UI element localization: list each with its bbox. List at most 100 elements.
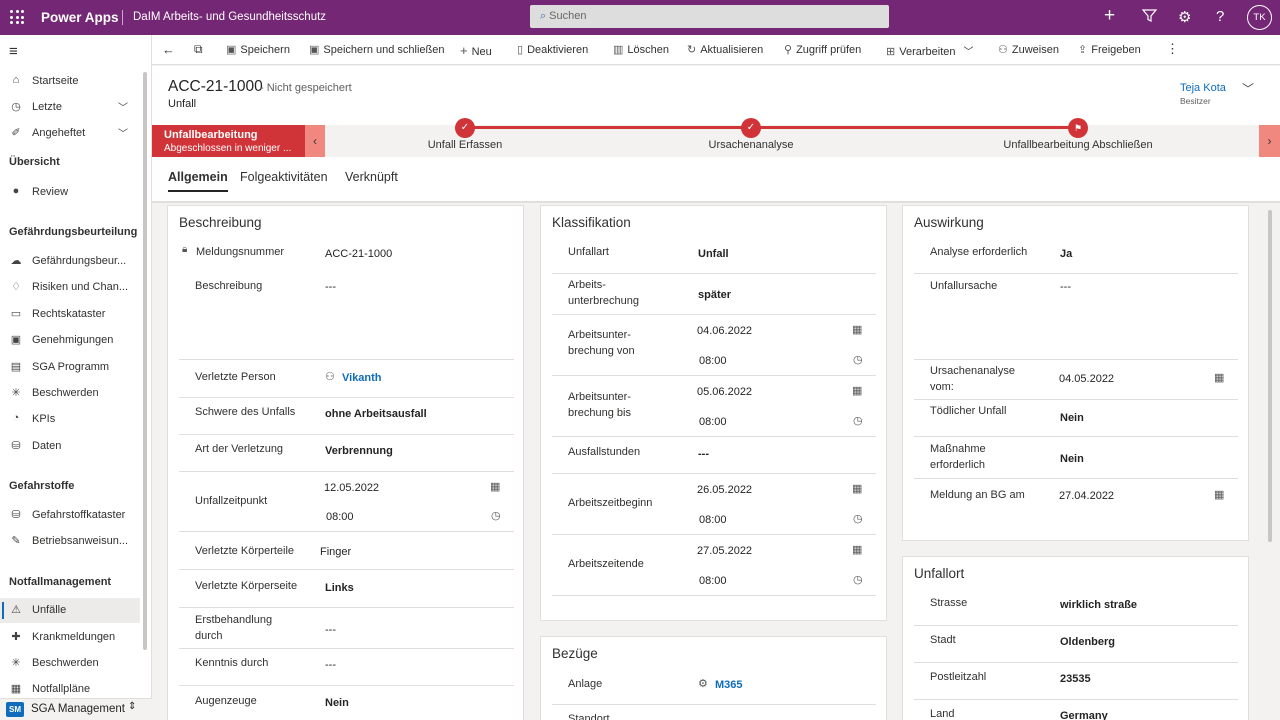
clock-icon[interactable]: ◷ (853, 415, 863, 427)
time-field[interactable]: 08:00 (326, 511, 354, 523)
user-avatar[interactable]: TK (1247, 5, 1272, 30)
sidebar-item-recent[interactable]: ◷ Letzte ﹀ (0, 95, 140, 120)
flag-icon[interactable]: ⚑ (1068, 118, 1088, 138)
sidebar-item-kpis[interactable]: ◔ KPIs (0, 407, 140, 432)
field-value[interactable]: Finger (320, 546, 352, 558)
date-field[interactable]: 27.05.2022 (697, 545, 753, 557)
calendar-icon[interactable]: ▦ (1214, 372, 1225, 384)
field-value[interactable]: später (698, 289, 732, 301)
app-name[interactable]: DaIM Arbeits- und Gesundheitsschutz (133, 11, 327, 23)
process-button[interactable]: ⊞ Verarbeiten ﹀ (886, 43, 973, 58)
tab-folgeaktivitaeten[interactable]: Folgeaktivitäten (240, 170, 328, 184)
field-value[interactable]: ohne Arbeitsausfall (325, 408, 427, 420)
time-field[interactable]: 08:00 (699, 355, 727, 367)
open-new-window-icon[interactable]: ⧉ (194, 42, 203, 56)
sidebar-item-genehmigungen[interactable]: ▣ Genehmigungen (0, 328, 140, 353)
more-icon[interactable]: ⋮ (1166, 41, 1179, 56)
lookup-link[interactable]: M365 (715, 679, 743, 691)
check-icon[interactable]: ✓ (455, 118, 475, 138)
clock-icon[interactable]: ◷ (853, 513, 863, 525)
date-field[interactable]: 04.06.2022 (697, 325, 753, 337)
chevron-right-icon[interactable]: › (1259, 125, 1280, 157)
sidebar-item-sga-programm[interactable]: ▤ SGA Programm (0, 355, 140, 380)
tab-allgemein[interactable]: Allgemein (168, 170, 228, 192)
tab-verknuepft[interactable]: Verknüpft (345, 170, 398, 184)
sidebar-item-betriebsanweisungen[interactable]: ✎ Betriebsanweisun... (0, 529, 140, 554)
delete-button[interactable]: ▥ Löschen (613, 43, 669, 56)
field-value[interactable]: Nein (1060, 412, 1084, 424)
stage-label[interactable]: Unfall Erfassen (427, 139, 503, 151)
sidebar-item-krankmeldungen[interactable]: ✚ Krankmeldungen (0, 625, 140, 650)
share-button[interactable]: ⇪ Freigeben (1078, 43, 1141, 56)
chevron-down-icon[interactable]: ﹀ (118, 129, 128, 140)
date-field[interactable]: 12.05.2022 (324, 482, 380, 494)
new-button[interactable]: + Neu (460, 43, 492, 58)
field-value[interactable]: --- (325, 659, 336, 671)
check-access-button[interactable]: ⚲ Zugriff prüfen (784, 43, 861, 56)
calendar-icon[interactable]: ▦ (852, 324, 863, 336)
sidebar-item-rechtskataster[interactable]: ▭ Rechtskataster (0, 302, 140, 327)
field-value[interactable]: wirklich straße (1060, 599, 1138, 611)
main-scrollbar[interactable] (1268, 210, 1272, 542)
save-close-button[interactable]: ▣ Speichern und schließen (309, 43, 444, 56)
chevron-down-icon[interactable]: ﹀ (118, 103, 128, 114)
sidebar-item-gefahrstoffkataster[interactable]: ⛁ Gefahrstoffkataster (0, 503, 140, 528)
filter-icon[interactable] (1141, 8, 1158, 27)
owner-link[interactable]: Teja Kota (1180, 82, 1226, 94)
field-value[interactable]: 23535 (1060, 673, 1091, 685)
sidebar-item-unfaelle[interactable]: ⚠ Unfälle (0, 598, 140, 623)
deactivate-button[interactable]: ▯ Deaktivieren (517, 43, 588, 56)
calendar-icon[interactable]: ▦ (852, 385, 863, 397)
search-input[interactable]: ⌕ Suchen (530, 5, 889, 28)
active-stage[interactable]: Unfallbearbeitung Abgeschlossen in wenig… (152, 125, 305, 157)
calendar-icon[interactable]: ▦ (852, 483, 863, 495)
field-value[interactable]: Unfall (698, 248, 729, 260)
sidebar-item-notfallplaene[interactable]: ▦ Notfallpläne (0, 677, 140, 697)
field-value[interactable]: --- (325, 281, 336, 293)
time-field[interactable]: 08:00 (699, 514, 727, 526)
hamburger-icon[interactable]: ≡ (9, 43, 18, 60)
field-value[interactable]: Oldenberg (1060, 636, 1116, 648)
field-value[interactable]: Nein (1060, 453, 1084, 465)
stage-label[interactable]: Ursachenanalyse (708, 139, 794, 151)
chevron-left-icon[interactable]: ‹ (305, 125, 325, 157)
app-launcher-icon[interactable] (10, 10, 24, 24)
clock-icon[interactable]: ◷ (491, 510, 501, 522)
calendar-icon[interactable]: ▦ (1214, 489, 1225, 501)
calendar-icon[interactable]: ▦ (852, 544, 863, 556)
stage-label[interactable]: Unfallbearbeitung Abschließen (1003, 139, 1153, 151)
field-value[interactable]: --- (1060, 281, 1071, 293)
field-value[interactable]: --- (325, 624, 336, 636)
sidebar-item-risiken[interactable]: ♢ Risiken und Chan... (0, 275, 140, 300)
sidebar-scrollbar[interactable] (143, 72, 147, 650)
field-value[interactable]: Nein (325, 697, 349, 709)
date-field[interactable]: 26.05.2022 (697, 484, 753, 496)
clock-icon[interactable]: ◷ (853, 574, 863, 586)
sidebar-item-gefaehrdung[interactable]: ☁ Gefährdungsbeur... (0, 249, 140, 274)
back-arrow-icon[interactable]: ← (162, 42, 175, 57)
date-field[interactable]: 27.04.2022 (1059, 490, 1115, 502)
brand-name[interactable]: Power Apps (41, 10, 119, 25)
chevron-down-icon[interactable]: ﹀ (963, 47, 974, 58)
time-field[interactable]: 08:00 (699, 575, 727, 587)
date-field[interactable]: 05.06.2022 (697, 386, 753, 398)
area-switcher[interactable]: SM SGA Management ⇕ (0, 698, 152, 720)
help-icon[interactable]: ? (1216, 8, 1225, 25)
plus-icon[interactable]: + (1104, 5, 1116, 26)
field-value[interactable]: --- (698, 448, 709, 460)
clock-icon[interactable]: ◷ (853, 354, 863, 366)
chevron-down-icon[interactable]: ﹀ (1242, 82, 1255, 96)
sidebar-item-pinned[interactable]: ✐ Angeheftet ﹀ (0, 121, 140, 146)
sidebar-item-review[interactable]: ● Review (0, 180, 140, 205)
lookup-link[interactable]: Vikanth (342, 372, 382, 384)
time-field[interactable]: 08:00 (699, 416, 727, 428)
date-field[interactable]: 04.05.2022 (1059, 373, 1115, 385)
check-icon[interactable]: ✓ (741, 118, 761, 138)
sidebar-item-beschwerden-2[interactable]: ✳ Beschwerden (0, 651, 140, 676)
refresh-button[interactable]: ↻ Aktualisieren (687, 43, 763, 56)
field-value[interactable]: Verbrennung (325, 445, 393, 457)
calendar-icon[interactable]: ▦ (490, 481, 501, 493)
field-value[interactable]: Ja (1060, 248, 1073, 260)
field-value[interactable]: Germany (1060, 710, 1108, 720)
sidebar-item-beschwerden[interactable]: ✳ Beschwerden (0, 381, 140, 406)
